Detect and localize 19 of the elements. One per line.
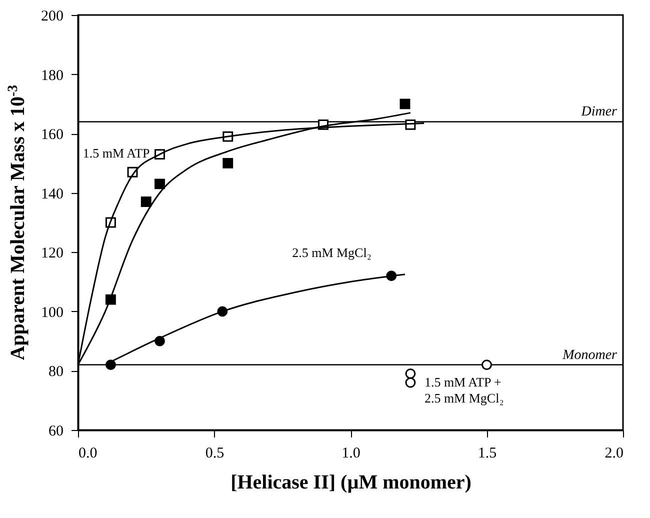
x-tick-label: 1.5 [478, 446, 497, 462]
ref-line-label: Monomer [562, 348, 618, 363]
series-label: 2.5 mM MgCl₂ [292, 244, 372, 260]
ref-line-label: Dimer [580, 104, 618, 120]
x-tick-label: 0.0 [78, 446, 98, 462]
y-tick-label: 60 [48, 424, 64, 440]
y-tick-label: 160 [41, 127, 64, 144]
y-tick-label: 80 [48, 364, 64, 380]
y-tick-label: 100 [41, 304, 64, 321]
x-axis-title: [Helicase II] (µM monomer) [230, 472, 472, 494]
series-label: 1.5 mM ATP + 2.5 mM MgCl₂ [424, 374, 504, 406]
series-label: 1.5 mM ATP [82, 145, 150, 160]
y-tick-label: 140 [41, 186, 64, 202]
x-tick-label: 2.0 [604, 446, 624, 462]
x-tick-label: 1.0 [342, 446, 360, 462]
y-tick-label: 120 [41, 246, 64, 262]
y-tick-label: 180 [41, 68, 64, 84]
y-tick-label: 200 [41, 8, 64, 24]
x-tick-label: 0.5 [205, 446, 224, 462]
